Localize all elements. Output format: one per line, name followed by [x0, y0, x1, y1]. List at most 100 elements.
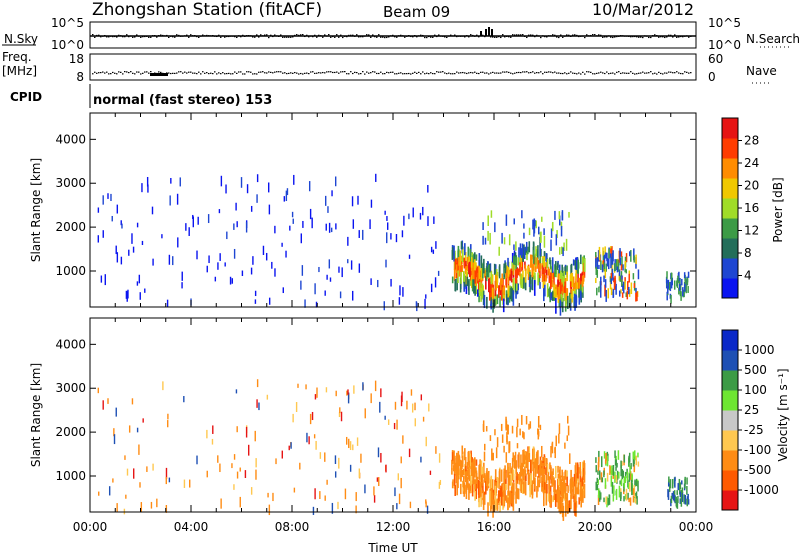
- freq-sample: [224, 73, 226, 75]
- colorbar-swatch: [722, 330, 738, 351]
- freq-sample: [192, 72, 194, 74]
- echo-cell: [457, 248, 460, 261]
- freq-sample: [424, 73, 426, 75]
- freq-sample: [282, 72, 284, 74]
- evening-cell: [601, 264, 604, 273]
- echo-fleck: [496, 437, 499, 448]
- echo-cell: [573, 289, 575, 298]
- colorbar-swatch: [722, 410, 738, 431]
- echo-cell: [507, 257, 509, 273]
- evening-cell: [621, 292, 624, 298]
- echo-fleck: [537, 416, 540, 428]
- echo-cell: [529, 274, 532, 284]
- late-cell: [676, 490, 678, 495]
- colorbar-swatch: [722, 158, 738, 179]
- echo-fleck: [506, 432, 508, 443]
- echo-cell: [525, 451, 528, 460]
- nsky-sample: [196, 35, 198, 38]
- freq-sample: [310, 71, 312, 73]
- freq-sample: [412, 72, 414, 74]
- echo-cell: [496, 499, 499, 510]
- echo-cell: [474, 270, 477, 284]
- evening-cell: [595, 252, 597, 258]
- echo-cell: [511, 289, 513, 302]
- echo-cell: [482, 495, 485, 510]
- echo-cell: [522, 475, 524, 485]
- evening-cell: [608, 494, 611, 505]
- late-cell: [667, 280, 670, 289]
- scatter-cell: [394, 487, 396, 497]
- nsky-sample: [384, 36, 386, 39]
- evening-cell: [606, 257, 609, 267]
- scatter-cell: [380, 452, 382, 463]
- freq-sample: [436, 71, 438, 73]
- nsky-sample: [550, 35, 552, 37]
- freq-sample: [194, 72, 196, 74]
- evening-cell: [600, 288, 602, 298]
- scatter-cell: [355, 505, 357, 514]
- echo-cell: [484, 270, 486, 278]
- freq-sample: [260, 71, 262, 73]
- nsky-spike: [485, 29, 487, 36]
- nsky-sample: [240, 36, 242, 38]
- echo-cell: [492, 504, 494, 518]
- echo-fleck: [490, 210, 493, 218]
- echo-cell: [477, 479, 480, 495]
- echo-fleck: [568, 453, 571, 464]
- scatter-cell: [254, 290, 257, 297]
- nsky-sample: [230, 35, 232, 37]
- echo-cell: [456, 482, 458, 496]
- echo-cell: [543, 491, 545, 507]
- echo-cell: [473, 259, 476, 273]
- echo-cell: [528, 276, 531, 287]
- echo-cell: [547, 288, 550, 297]
- echo-cell: [562, 479, 565, 494]
- scatter-cell: [400, 456, 402, 464]
- evening-cell: [635, 254, 637, 265]
- echo-cell: [526, 252, 528, 261]
- evening-cell: [610, 475, 613, 487]
- nsky-sample: [484, 35, 486, 38]
- evening-cell: [622, 264, 624, 271]
- echo-cell: [488, 285, 491, 301]
- nsky-sample: [434, 34, 436, 36]
- echo-cell: [545, 458, 548, 467]
- echo-cell: [543, 468, 546, 475]
- evening-cell: [624, 277, 626, 283]
- echo-fleck: [508, 234, 511, 246]
- scatter-cell: [352, 219, 355, 229]
- echo-fleck: [484, 237, 487, 245]
- colorbar-tick-label: -500: [744, 463, 771, 477]
- scatter-cell: [139, 482, 141, 488]
- evening-cell: [603, 254, 606, 264]
- echo-cell: [511, 261, 513, 276]
- echo-cell: [550, 292, 552, 301]
- nave-tick-bottom: 0: [708, 70, 716, 84]
- nsky-sample: [616, 35, 618, 38]
- scatter-cell: [414, 418, 416, 427]
- echo-cell: [512, 290, 515, 306]
- freq-sample: [434, 73, 436, 75]
- freq-sample: [104, 72, 106, 74]
- scatter-cell: [285, 250, 287, 258]
- evening-cell: [624, 281, 626, 290]
- nsky-sample: [132, 36, 134, 38]
- nsky-sample: [414, 35, 416, 37]
- echo-cell: [565, 289, 567, 301]
- freq-sample: [414, 71, 416, 73]
- echo-cell: [520, 454, 522, 470]
- echo-cell: [476, 476, 479, 489]
- echo-cell: [461, 455, 464, 468]
- colorbar-swatch: [722, 238, 738, 259]
- echo-cell: [506, 269, 508, 279]
- freq-sample: [580, 73, 582, 75]
- scatter-cell: [102, 195, 104, 205]
- freq-sample: [470, 71, 472, 74]
- freq-sample: [498, 72, 500, 74]
- evening-cell: [613, 280, 616, 290]
- echo-cell: [530, 473, 533, 489]
- nsky-sample: [220, 36, 222, 38]
- echo-fleck: [555, 234, 558, 246]
- freq-sample: [542, 73, 544, 75]
- echo-cell: [533, 462, 535, 476]
